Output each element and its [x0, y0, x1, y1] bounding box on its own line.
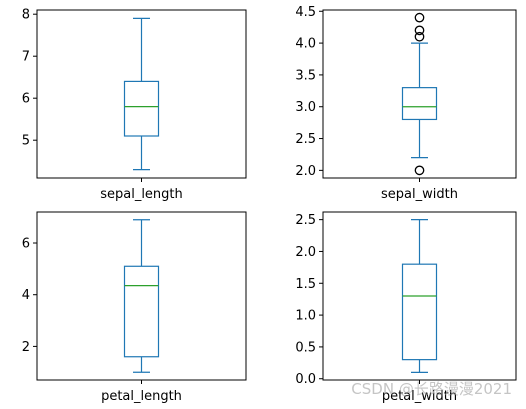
y-tick-label: 0.5	[295, 340, 316, 355]
y-tick-label: 2.0	[295, 164, 316, 179]
x-axis-label: sepal_length	[100, 187, 183, 202]
y-tick-label: 6	[22, 237, 30, 252]
y-tick-label: 3.5	[295, 68, 316, 83]
y-tick-label: 3.0	[295, 100, 316, 115]
y-tick-label: 2.0	[295, 245, 316, 260]
outlier-point	[414, 31, 425, 42]
y-tick-label: 4.5	[295, 5, 316, 20]
x-axis-label: petal_width	[382, 389, 457, 404]
y-tick-label: 6	[22, 92, 30, 107]
x-axis-label: petal_length	[101, 389, 182, 404]
iqr-box	[123, 265, 160, 358]
y-tick-label: 5	[22, 134, 30, 149]
outlier-point	[414, 25, 425, 36]
subplot-petal-width: 0.0 0.5 1.0 1.5 2.0 2.5 petal_width	[295, 211, 517, 404]
iqr-box	[401, 87, 438, 121]
outlier-point	[414, 165, 425, 176]
y-tick-label: 8	[22, 8, 30, 23]
subplot-petal-length: 2 4 6 petal_length	[22, 211, 247, 404]
y-tick-label: 1.5	[295, 277, 316, 292]
y-tick-label: 2	[22, 340, 30, 355]
y-tick-label: 2.5	[295, 132, 316, 147]
outlier-point	[414, 12, 425, 23]
y-tick-label: 0.0	[295, 372, 316, 387]
y-tick-label: 7	[22, 50, 30, 65]
y-tick-label: 4	[22, 288, 30, 303]
x-axis-label: sepal_width	[381, 187, 458, 202]
subplot-sepal-length: 5 6 7 8 sepal_length	[22, 8, 247, 202]
y-tick-label: 4.0	[295, 37, 316, 52]
watermark: CSDN @长路漫漫2021	[351, 380, 512, 398]
y-tick-label: 2.5	[295, 213, 316, 228]
iqr-box	[123, 80, 160, 137]
iqr-box	[401, 263, 438, 361]
y-tick-label: 1.0	[295, 309, 316, 324]
subplot-sepal-width: 2.0 2.5 3.0 3.5 4.0 4.5 sepal_width	[295, 5, 517, 202]
